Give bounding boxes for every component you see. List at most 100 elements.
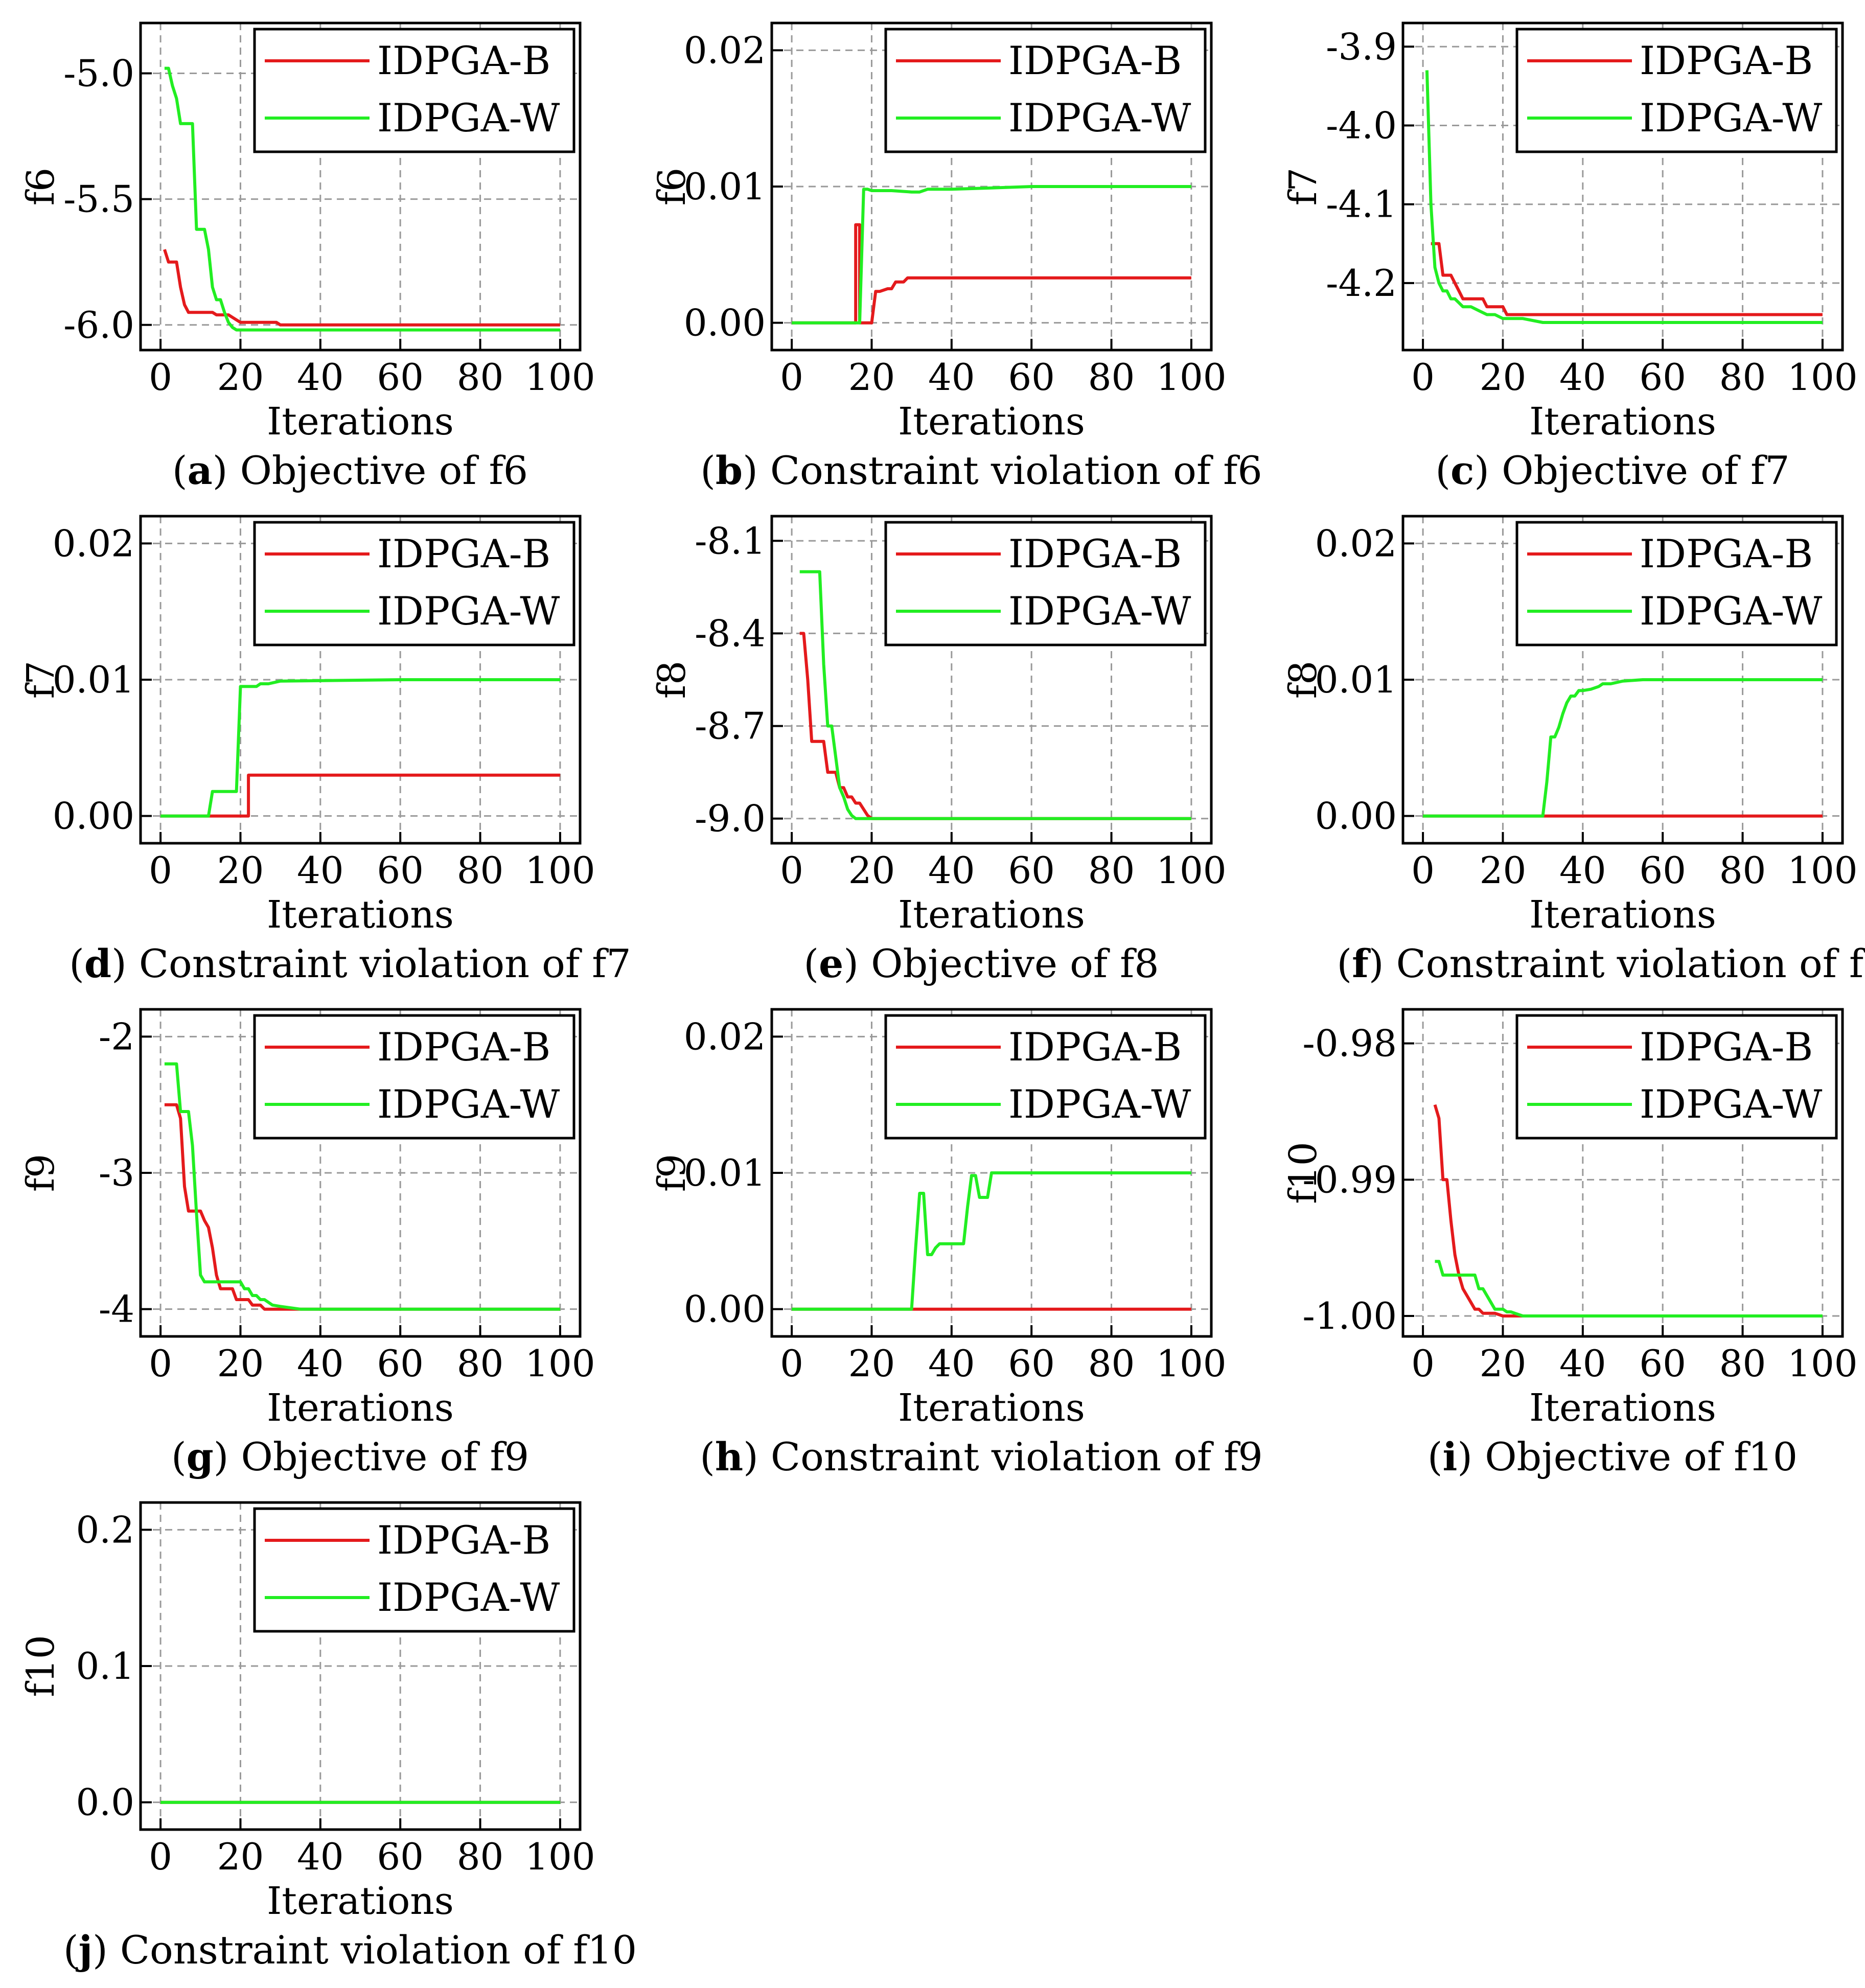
x-tick-label: 0	[149, 356, 172, 399]
x-tick-label: 0	[780, 1342, 803, 1385]
x-axis-label: Iterations	[267, 1879, 454, 1923]
x-tick-label: 0	[149, 849, 172, 892]
legend-box	[1515, 28, 1838, 153]
panel-c: 0 20 40 60 80 100 -4.2 -4.1 -4.0 -3.9 Iterations f7…	[1281, 21, 1858, 493]
y-tick-label: -4.1	[1326, 183, 1397, 226]
series-line-idpga-b	[792, 223, 1191, 325]
legend-box	[253, 1014, 575, 1140]
y-axis-label: f6	[650, 168, 694, 205]
series-line-idpga-w	[164, 1062, 560, 1311]
y-axis-label: f9	[650, 1154, 694, 1192]
caption-text: ) Constraint violation of f10	[93, 1927, 637, 1973]
caption-open-paren: (	[1337, 941, 1352, 986]
x-tick-label: 20	[1480, 356, 1527, 399]
legend-box	[1515, 1014, 1838, 1140]
x-tick-label: 60	[1639, 1342, 1686, 1385]
legend: IDPGA-B IDPGA-W	[253, 1507, 575, 1633]
y-tick-label: 0.01	[1315, 658, 1397, 701]
x-tick-label: 20	[217, 1835, 264, 1878]
plot-frame	[139, 21, 582, 352]
caption-letter: f	[1352, 941, 1371, 986]
legend-box	[884, 28, 1207, 153]
panel-caption: (i) Objective of f10	[1427, 1434, 1798, 1480]
x-tick-label: 80	[1088, 356, 1135, 399]
legend: IDPGA-B IDPGA-W	[884, 521, 1207, 646]
legend-label-idpga-b: IDPGA-B	[377, 38, 550, 83]
series-line-idpga-b	[164, 1103, 560, 1311]
caption-letter: e	[819, 941, 843, 986]
x-axis-label: Iterations	[1529, 400, 1716, 444]
x-tick-label: 0	[149, 1835, 172, 1878]
y-axis-label: f8	[1281, 661, 1325, 699]
x-tick-label: 80	[457, 1342, 504, 1385]
panel-e: 0 20 40 60 80 100 -9.0 -8.7 -8.4 -8.1 Iterations f8…	[650, 515, 1227, 986]
caption-text: ) Objective of f7	[1474, 448, 1789, 493]
x-tick-label: 20	[1480, 849, 1527, 892]
caption-text: ) Objective of f8	[843, 941, 1159, 986]
panel-a: 0 20 40 60 80 100 -6.0 -5.5 -5.0 Iterations f6 IDPG…	[19, 21, 595, 493]
legend: IDPGA-B IDPGA-W	[1515, 28, 1838, 153]
legend-label-idpga-b: IDPGA-B	[377, 1517, 550, 1563]
y-tick-label: -5.5	[63, 178, 134, 221]
x-tick-label: 60	[377, 1835, 424, 1878]
y-tick-label: 0.0	[76, 1781, 134, 1824]
legend-label-idpga-w: IDPGA-W	[1008, 95, 1191, 141]
x-tick-label: 0	[1411, 356, 1435, 399]
series-line-idpga-b	[1433, 1104, 1823, 1317]
y-tick-label: 0.01	[684, 1151, 766, 1194]
y-tick-label: -4.2	[1326, 262, 1397, 305]
x-tick-label: 100	[525, 849, 595, 892]
caption-open-paren: (	[69, 941, 84, 986]
series-line-idpga-w	[160, 678, 560, 818]
y-axis-label: f10	[19, 1635, 63, 1697]
y-tick-label: -1.00	[1302, 1294, 1397, 1337]
panel-g: 0 20 40 60 80 100-4-3-2Iterationsf9IDPGA-BIDP…	[19, 1008, 595, 1480]
caption-open-paren: (	[803, 941, 819, 986]
legend-box	[884, 1014, 1207, 1140]
panel-b: 0 20 40 60 80 100 0.00 0.01 0.02 Iterations f6 IDPG…	[650, 21, 1262, 493]
legend: IDPGA-B IDPGA-W	[1515, 521, 1838, 646]
x-tick-label: 20	[217, 849, 264, 892]
x-tick-label: 100	[1787, 1342, 1857, 1385]
caption-text: ) Constraint violation of f9	[743, 1434, 1263, 1480]
legend: IDPGA-B IDPGA-W	[253, 521, 575, 646]
x-tick-label: 100	[1156, 1342, 1226, 1385]
x-axis-label: Iterations	[1529, 1386, 1716, 1430]
legend-label-idpga-b: IDPGA-B	[1640, 38, 1813, 83]
x-tick-label: 20	[217, 1342, 264, 1385]
x-tick-label: 100	[525, 1342, 595, 1385]
x-axis-label: Iterations	[267, 893, 454, 937]
y-tick-label: -4	[99, 1288, 134, 1331]
legend-label-idpga-b: IDPGA-B	[377, 531, 550, 576]
x-axis-label: Iterations	[1529, 893, 1716, 937]
x-tick-label: 0	[1411, 1342, 1435, 1385]
x-tick-label: 100	[525, 356, 595, 399]
caption-open-paren: (	[172, 448, 188, 493]
y-tick-label: -8.1	[695, 519, 766, 562]
x-tick-label: 100	[1787, 849, 1857, 892]
x-tick-label: 40	[928, 1342, 975, 1385]
y-tick-label: -0.99	[1302, 1158, 1397, 1201]
x-tick-label: 40	[928, 356, 975, 399]
x-tick-label: 80	[457, 1835, 504, 1878]
y-axis-label: f10	[1281, 1142, 1325, 1204]
series-line-idpga-w	[1423, 678, 1823, 818]
y-tick-label: 0.1	[76, 1645, 134, 1688]
caption-text: ) Objective of f10	[1457, 1434, 1798, 1480]
caption-text: ) Objective of f6	[213, 448, 528, 493]
legend: IDPGA-B IDPGA-W	[1515, 1014, 1838, 1140]
x-tick-label: 100	[1787, 356, 1857, 399]
panel-d: 0 20 40 60 80 100 0.00 0.01 0.02 Iterations f7 IDPG…	[19, 515, 631, 986]
series-line-idpga-w	[792, 185, 1191, 325]
plot-frame	[1401, 1008, 1844, 1338]
x-tick-label: 80	[1719, 356, 1766, 399]
caption-open-paren: (	[700, 1434, 715, 1480]
legend-label-idpga-b: IDPGA-B	[1008, 38, 1182, 83]
y-tick-label: 0.00	[684, 302, 766, 344]
series-line-idpga-w	[792, 1171, 1191, 1311]
legend-label-idpga-b: IDPGA-B	[1008, 531, 1182, 576]
panel-j: 0 20 40 60 80 100 0.0 0.1 0.2 Iterations f10 IDPGA-…	[19, 1501, 637, 1973]
x-tick-label: 80	[1088, 1342, 1135, 1385]
panel-caption: (a) Objective of f6	[172, 448, 528, 493]
x-tick-label: 40	[297, 1342, 344, 1385]
